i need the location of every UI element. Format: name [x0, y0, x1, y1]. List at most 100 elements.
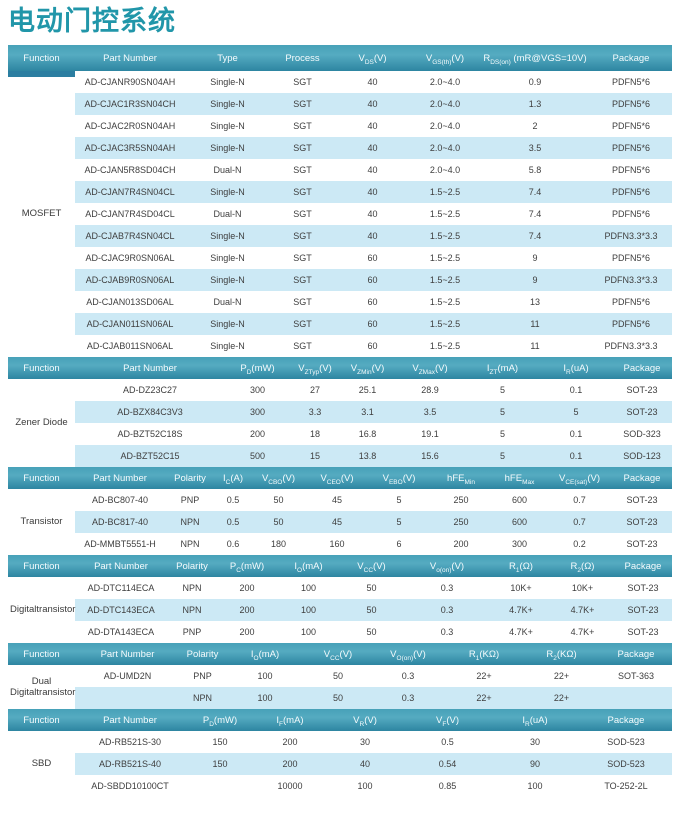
cell: SGT	[270, 115, 335, 138]
subscript: ZT	[489, 368, 498, 376]
column-header: Part Number	[75, 45, 185, 72]
text: V	[320, 472, 327, 484]
column-header: R2(Ω)	[551, 555, 614, 578]
text: (V)	[282, 472, 296, 484]
cell: 2.0~4.0	[410, 93, 480, 116]
table-row: Transistor AD-BC807-40 PNP 0.5 50 45 5 250 600 0.…	[8, 489, 672, 556]
column-header: Function	[8, 643, 75, 666]
cell: 200	[217, 621, 277, 644]
column-header: R1(KΩ)	[445, 643, 523, 666]
cell: 22+	[523, 687, 600, 710]
table-row: Digitaltransistor AD-DTC114ECA NPN 200 100 50…	[8, 577, 672, 644]
page-title: 电动门控系统	[8, 6, 176, 36]
table-row: NPN 100 50 0.3 22+ 22+	[8, 687, 672, 710]
cell: 0.5	[215, 511, 251, 534]
subscript: C	[236, 566, 241, 574]
text: I	[522, 714, 525, 726]
text: (mA)	[497, 362, 519, 374]
text: (A)	[230, 472, 243, 484]
subscript: EBO	[388, 478, 403, 486]
subscript: CEO	[326, 478, 341, 486]
column-header: Package	[612, 357, 672, 380]
column-header: Package	[580, 709, 672, 732]
cell: 40	[335, 93, 410, 116]
column-header: PD(mW)	[225, 357, 290, 380]
cell: 600	[492, 489, 547, 512]
cell: 1.5~2.5	[410, 225, 480, 248]
text: Package	[623, 362, 661, 374]
cell: 100	[225, 665, 305, 688]
cell: 7.4	[480, 181, 590, 204]
cell: 0.5	[405, 731, 490, 754]
subscript: C	[225, 478, 231, 486]
cell	[185, 775, 255, 798]
cell: 5	[465, 423, 540, 446]
subscript: R	[524, 720, 530, 728]
text: Package	[612, 52, 650, 64]
column-header: VCBO(V)	[251, 467, 306, 490]
cell: Single-N	[185, 181, 270, 204]
cell: SGT	[270, 203, 335, 226]
cell: 10000	[255, 775, 325, 798]
cell: 7.4	[480, 203, 590, 226]
text: (V)	[413, 648, 426, 660]
cell: 5.8	[480, 159, 590, 182]
text: V	[558, 472, 566, 484]
text: Function	[23, 560, 60, 572]
column-header: Function	[8, 467, 75, 490]
cell: 3.1	[340, 401, 395, 424]
text: (V)	[371, 362, 385, 374]
column-header: Package	[614, 555, 672, 578]
cell: PDFN5*6	[590, 181, 672, 204]
text: (V)	[373, 560, 386, 572]
cell: SOD-523	[580, 753, 672, 776]
cell: 15	[290, 445, 340, 468]
column-header: R1(Ω)	[491, 555, 551, 578]
cell: 1.5~2.5	[410, 335, 480, 358]
column-header: Part Number	[75, 357, 225, 380]
text: (mW)	[213, 714, 238, 726]
cell: 60	[335, 247, 410, 270]
cell: 16.8	[340, 423, 395, 446]
cell: PDFN5*6	[590, 137, 672, 160]
cell: 5	[465, 379, 540, 402]
cell: 160	[306, 533, 368, 556]
text: R	[483, 52, 491, 64]
column-header: VCE(sat)(V)	[547, 467, 612, 490]
text: (V)	[364, 714, 377, 726]
column-header: Part Number	[75, 709, 185, 732]
cell: 30	[325, 731, 405, 754]
column-header: Package	[612, 467, 672, 490]
cell: SOT-363	[600, 665, 672, 688]
table-row: AD-CJAN7R4SN04CL Single-N SGT 40 1.5~2.5 7.4 P…	[8, 181, 672, 204]
text: (V)	[319, 362, 332, 374]
text: (uA)	[570, 362, 589, 374]
cell: AD-BC807-40	[75, 489, 165, 512]
cell: 4.7K+	[551, 621, 614, 644]
function-cell: SBD	[8, 731, 75, 798]
cell: NPN	[167, 599, 217, 622]
text: R	[509, 560, 516, 572]
cell: 200	[217, 599, 277, 622]
table-row: AD-RB521S-40 150 200 40 0.54 90 SOD-523	[8, 753, 672, 776]
text: V	[390, 648, 397, 660]
column-header: VF(V)	[405, 709, 490, 732]
cell: 0.3	[371, 687, 445, 710]
cell: 200	[430, 533, 492, 556]
cell: AD-CJAN5R8SD04CH	[75, 159, 185, 182]
cell: SOT-23	[612, 489, 672, 512]
table-row: AD-BZX84C3V3 300 3.3 3.1 3.5 5 5 SOT-23	[8, 401, 672, 424]
cell: PDFN5*6	[590, 247, 672, 270]
cell: SOT-23	[612, 511, 672, 534]
subscript: 1	[475, 654, 480, 662]
text: I	[222, 472, 226, 484]
header-row: Function Part Number Polarity IC(A) VCBO(V) V…	[8, 467, 672, 490]
cell: 300	[225, 379, 290, 402]
cell: SOT-23	[614, 599, 672, 622]
cell: 1.5~2.5	[410, 181, 480, 204]
table-section-2: Function Part Number Polarity IC(A) VCBO(V) V…	[8, 467, 672, 556]
text: R	[546, 648, 554, 660]
cell: AD-UMD2N	[75, 665, 180, 688]
cell: TO-252-2L	[580, 775, 672, 798]
text: V	[425, 52, 433, 64]
